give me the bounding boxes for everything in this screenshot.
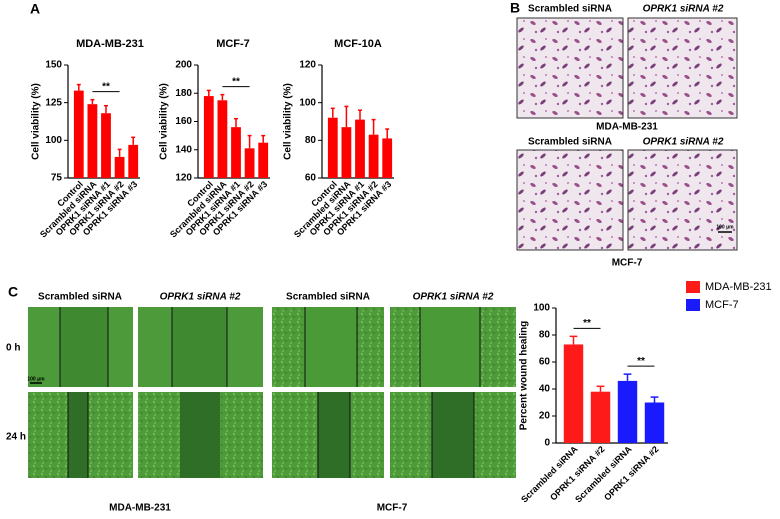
significance-label: **	[232, 76, 240, 87]
bar	[231, 127, 241, 178]
y-tick-label: 180	[175, 88, 192, 99]
time-label: 24 h	[6, 432, 26, 443]
y-tick-label: 100	[533, 303, 550, 314]
y-tick-label: 60	[305, 173, 317, 184]
y-tick-label: 120	[299, 60, 316, 71]
cell-line-label: MDA-MB-231	[109, 503, 171, 514]
y-tick-label: 125	[45, 97, 62, 108]
bar	[258, 142, 269, 178]
y-tick-label: 80	[539, 330, 551, 341]
y-tick-label: 20	[539, 411, 551, 422]
micrograph	[627, 149, 738, 251]
bar	[87, 104, 98, 178]
y-tick-label: 200	[175, 60, 192, 71]
legend-label: MCF-7	[705, 299, 739, 311]
y-tick-label: 150	[45, 60, 62, 71]
column-label: OPRK1 siRNA #2	[643, 137, 724, 148]
significance-label: **	[637, 356, 645, 367]
column-label: Scrambled siRNA	[38, 292, 122, 303]
panel-label: C	[8, 284, 18, 300]
micrograph	[516, 17, 624, 119]
bar	[101, 113, 111, 178]
column-label: OPRK1 siRNA #2	[413, 292, 494, 303]
bar	[327, 117, 338, 178]
bar	[368, 134, 379, 178]
chart-title: MCF-10A	[334, 38, 382, 50]
y-tick-label: 80	[305, 135, 317, 146]
bar	[217, 100, 228, 178]
micrograph	[516, 149, 624, 251]
bar	[341, 127, 352, 178]
significance-label: **	[102, 81, 110, 92]
cell-line-label: MCF-7	[377, 503, 408, 514]
y-tick-label: 120	[175, 173, 192, 184]
scale-label: 100 μm	[716, 224, 734, 230]
bar	[382, 138, 393, 178]
bar	[73, 90, 84, 178]
time-label: 0 h	[6, 343, 20, 354]
chart-title: MDA-MB-231	[76, 38, 144, 50]
y-axis-label: Cell viability (%)	[31, 83, 42, 160]
legend-swatch	[686, 281, 700, 293]
bar	[128, 144, 139, 178]
legend-swatch	[686, 299, 700, 311]
bar	[114, 156, 125, 178]
significance-label: **	[583, 318, 591, 329]
column-label: OPRK1 siRNA #2	[160, 292, 241, 303]
column-label: Scrambled siRNA	[528, 4, 612, 15]
bar	[617, 380, 638, 443]
y-axis-label: Percent wound healing	[519, 321, 530, 430]
row-label: MDA-MB-231	[596, 122, 658, 133]
y-tick-label: 100	[299, 97, 316, 108]
bar	[203, 96, 214, 178]
column-label: Scrambled siRNA	[286, 292, 370, 303]
bar	[590, 391, 611, 443]
y-tick-label: 40	[539, 384, 551, 395]
row-label: MCF-7	[612, 258, 643, 269]
scale-label: 100 μm	[27, 376, 45, 382]
bar	[644, 402, 665, 443]
bar	[355, 119, 365, 178]
y-axis-label: Cell viability (%)	[283, 83, 294, 160]
column-label: OPRK1 siRNA #2	[643, 4, 724, 15]
panel-label: A	[30, 1, 40, 17]
y-tick-label: 160	[175, 116, 192, 127]
column-label: Scrambled siRNA	[528, 137, 612, 148]
micrograph	[627, 17, 738, 119]
y-tick-label: 100	[45, 135, 62, 146]
wound-images	[28, 307, 516, 478]
y-tick-label: 60	[539, 357, 551, 368]
bar	[563, 344, 584, 443]
legend-label: MDA-MB-231	[705, 281, 772, 293]
y-tick-label: 0	[544, 438, 550, 449]
chart-title: MCF-7	[216, 38, 250, 50]
y-tick-label: 140	[175, 144, 192, 155]
bar	[244, 148, 255, 178]
y-tick-label: 75	[51, 173, 63, 184]
y-axis-label: Cell viability (%)	[159, 83, 170, 160]
panel-label: B	[510, 0, 520, 16]
